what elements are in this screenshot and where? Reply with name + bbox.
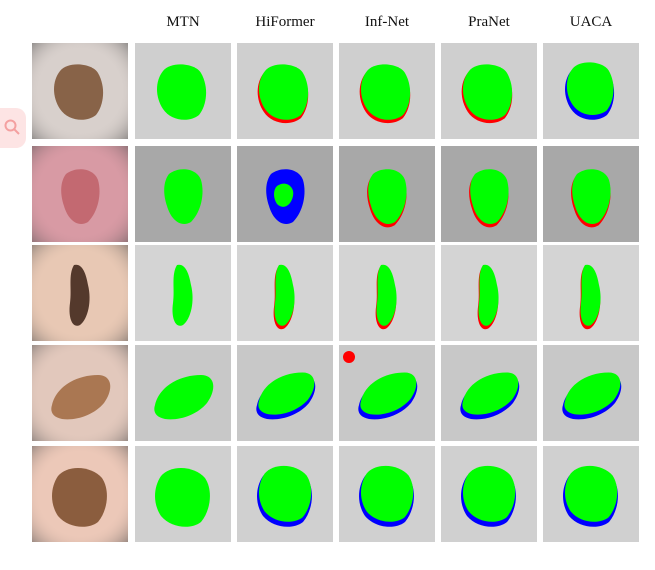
segmentation-result-uaca — [543, 446, 639, 542]
dermoscopy-image — [32, 446, 128, 542]
column-header-hiformer: HiFormer — [255, 14, 315, 30]
segmentation-result-mtn — [135, 43, 231, 139]
segmentation-result-hiformer — [237, 146, 333, 242]
segmentation-result-pranet — [441, 146, 537, 242]
segmentation-result-hiformer — [237, 43, 333, 139]
segmentation-result-pranet — [441, 345, 537, 441]
segmentation-result-uaca — [543, 146, 639, 242]
search-icon — [4, 119, 20, 135]
column-header-mtn: MTN — [166, 14, 200, 30]
segmentation-result-inf-net — [339, 43, 435, 139]
segmentation-result-hiformer — [237, 245, 333, 341]
segmentation-result-inf-net — [339, 345, 435, 441]
segmentation-result-mtn — [135, 446, 231, 542]
segmentation-result-inf-net — [339, 146, 435, 242]
segmentation-result-uaca — [543, 245, 639, 341]
segmentation-result-hiformer — [237, 345, 333, 441]
dermoscopy-image — [32, 245, 128, 341]
segmentation-result-hiformer — [237, 446, 333, 542]
segmentation-result-mtn — [135, 245, 231, 341]
segmentation-result-uaca — [543, 43, 639, 139]
segmentation-result-pranet — [441, 245, 537, 341]
segmentation-result-mtn — [135, 345, 231, 441]
dermoscopy-image — [32, 345, 128, 441]
segmentation-result-inf-net — [339, 245, 435, 341]
side-search-tab[interactable] — [0, 108, 26, 148]
segmentation-result-pranet — [441, 43, 537, 139]
segmentation-result-inf-net — [339, 446, 435, 542]
segmentation-result-uaca — [543, 345, 639, 441]
dermoscopy-image — [32, 43, 128, 139]
segmentation-result-mtn — [135, 146, 231, 242]
column-header-uaca: UACA — [569, 14, 613, 30]
segmentation-result-pranet — [441, 446, 537, 542]
column-header-inf-net: Inf-Net — [364, 14, 410, 30]
dermoscopy-image — [32, 146, 128, 242]
column-header-pranet: PraNet — [468, 14, 510, 30]
